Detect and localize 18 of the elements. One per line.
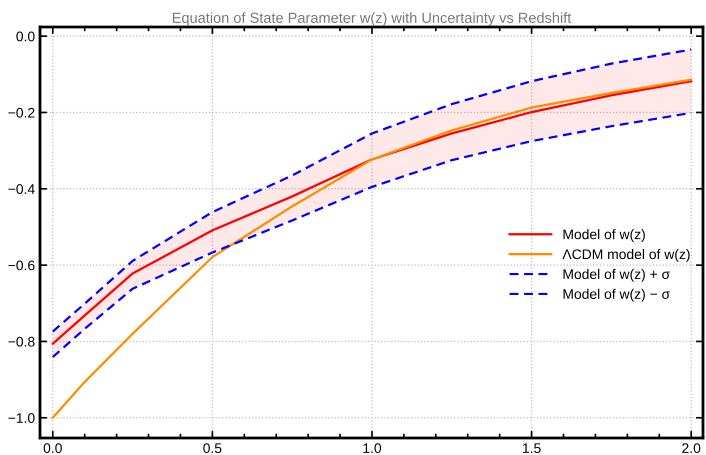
line-series <box>52 78 692 419</box>
y-tick-label: −0.8 <box>8 336 35 347</box>
y-tick-label: −1.0 <box>8 413 35 423</box>
x-tick-label: 0.0 <box>44 443 62 454</box>
x-tick-label: 2.0 <box>682 443 700 454</box>
legend-label: Model of w(z) + σ <box>564 268 670 282</box>
x-tick-label: 1.0 <box>363 443 382 454</box>
y-tick-label: −0.6 <box>8 260 35 270</box>
x-tick-label: 0.5 <box>203 443 222 454</box>
line-series <box>52 112 692 358</box>
legend-label: ΛCDM model of w(z) <box>562 248 690 262</box>
y-tick-label: 0.0 <box>16 31 35 42</box>
y-tick-label: −0.4 <box>8 184 35 194</box>
chart-title: Equation of State Parameter w(z) with Uncertainty vs Redshift <box>172 12 572 26</box>
legend-label: Model of w(z) − σ <box>564 288 670 302</box>
x-tick-label: 1.5 <box>522 443 541 454</box>
legend-label: Model of w(z) <box>564 229 645 242</box>
y-tick-label: −0.2 <box>8 108 34 118</box>
